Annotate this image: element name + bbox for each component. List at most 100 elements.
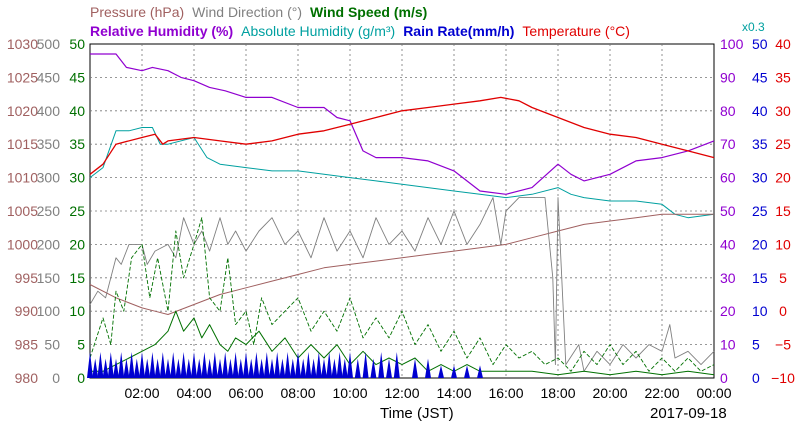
y-tick-label-pressure: 985: [15, 337, 39, 353]
rain-rate-spikes: [87, 351, 483, 378]
rain-rate-spike: [196, 358, 203, 378]
rain-rate-spike: [464, 365, 470, 378]
y-tick-label-temperature: 20: [775, 170, 791, 186]
y-tick-label-rain-rate: 30: [752, 170, 768, 186]
rain-rate-spike: [180, 351, 187, 378]
y-tick-label-humidity: 10: [720, 337, 736, 353]
chart-date: 2017-09-18: [650, 405, 727, 422]
y-tick-label-temperature: 10: [775, 236, 791, 252]
y-tick-label-rain-rate: 50: [752, 36, 768, 52]
y-tick-label-temperature: −10: [771, 370, 795, 386]
x-tick-label: 10:00: [332, 385, 367, 401]
y-tick-label-wind-speed: 50: [69, 36, 85, 52]
y-tick-label-humidity: 90: [720, 69, 736, 85]
y-tick-label-humidity: 20: [720, 303, 736, 319]
rain-rate-spike: [378, 351, 385, 378]
rain-rate-spike: [274, 351, 281, 378]
rain-rate-spike: [237, 358, 244, 378]
rain-rate-spike: [310, 358, 317, 378]
rain-rate-spike: [165, 358, 171, 378]
series-line-relative-humidity: [90, 53, 715, 195]
rain-rate-spike: [393, 351, 400, 378]
series-layer: [87, 53, 715, 378]
rain-rate-spike: [321, 358, 327, 378]
rain-scale-note: x0.3: [742, 20, 765, 34]
y-tick-label-wind-speed: 35: [69, 136, 85, 152]
x-tick-label: 00:00: [696, 385, 731, 401]
legend-label-relative-humidity: Relative Humidity (%): [90, 23, 233, 39]
rain-rate-spike: [222, 351, 229, 378]
y-tick-label-temperature: 0: [779, 303, 787, 319]
rain-rate-spike: [185, 358, 192, 378]
y-tick-label-temperature: 25: [775, 136, 791, 152]
y-tick-label-temperature: −5: [775, 337, 791, 353]
series-line-temperature-c: [89, 96, 715, 175]
rain-rate-spike: [331, 358, 338, 378]
rain-rate-spike: [243, 351, 249, 378]
rain-rate-spike: [248, 358, 255, 378]
y-tick-label-pressure: 1015: [7, 136, 38, 152]
y-tick-label-temperature: 15: [775, 203, 791, 219]
y-tick-label-temperature: 40: [775, 36, 791, 52]
legend-label-temperature: Temperature (°C): [522, 23, 630, 39]
rain-rate-spike: [133, 358, 140, 378]
x-tick-label: 04:00: [176, 385, 211, 401]
rain-rate-spike: [123, 358, 130, 378]
rain-rate-spike: [269, 358, 275, 378]
series-line-wind-speed-max-m-s: [89, 217, 715, 372]
rain-rate-spike: [159, 351, 166, 378]
rain-rate-spike: [451, 365, 457, 378]
rain-rate-spike: [362, 351, 369, 378]
rain-rate-spike: [113, 358, 119, 378]
rain-rate-spike: [92, 358, 99, 378]
y-tick-label-rain-rate: 35: [752, 136, 768, 152]
rain-rate-spike: [263, 351, 270, 378]
axis-layer: 9809859909951000100510101015102010251030…: [7, 36, 795, 401]
y-tick-label-wind-direction: 500: [37, 36, 61, 52]
rain-rate-spike: [149, 351, 156, 378]
y-tick-label-rain-rate: 45: [752, 69, 768, 85]
rain-rate-spike: [305, 351, 312, 378]
rain-rate-spike: [206, 358, 213, 378]
rain-rate-spike: [295, 351, 301, 378]
rain-rate-spike: [386, 358, 392, 378]
x-tick-label: 20:00: [592, 385, 627, 401]
x-axis-label: Time (JST): [380, 405, 454, 422]
y-tick-label-humidity: 30: [720, 270, 736, 286]
rain-rate-spike: [354, 358, 361, 378]
legend-label-absolute-humidity: Absolute Humidity (g/m³): [241, 23, 395, 39]
y-tick-label-wind-speed: 40: [69, 103, 85, 119]
x-tick-label: 08:00: [280, 385, 315, 401]
title-layer: Pressure (hPa) Wind Direction (°) Wind Spe…: [90, 4, 630, 39]
y-tick-label-humidity: 80: [720, 103, 736, 119]
x-tick-label: 06:00: [228, 385, 263, 401]
rain-rate-spike: [326, 351, 333, 378]
legend-label-wind-speed: Wind Speed (m/s): [310, 4, 427, 20]
rain-rate-spike: [336, 351, 343, 378]
rain-rate-spike: [425, 358, 431, 378]
y-tick-label-pressure: 1020: [7, 103, 38, 119]
y-tick-label-pressure: 995: [15, 270, 39, 286]
rain-rate-spike: [279, 358, 286, 378]
y-tick-label-wind-direction: 50: [44, 337, 60, 353]
y-tick-label-wind-speed: 30: [69, 170, 85, 186]
rain-rate-spike: [191, 351, 197, 378]
y-tick-label-wind-direction: 300: [37, 170, 61, 186]
rain-rate-spike: [253, 351, 260, 378]
rain-rate-spike: [102, 358, 109, 378]
rain-rate-spike: [341, 358, 348, 378]
y-tick-label-pressure: 1005: [7, 203, 38, 219]
rain-rate-spike: [438, 365, 444, 378]
y-tick-label-temperature: 35: [775, 69, 791, 85]
y-tick-label-wind-speed: 5: [77, 337, 85, 353]
y-tick-label-humidity: 100: [720, 36, 744, 52]
rain-rate-spike: [211, 351, 218, 378]
rain-rate-spike: [477, 365, 483, 378]
rain-rate-spike: [227, 358, 234, 378]
y-tick-label-wind-direction: 350: [37, 136, 61, 152]
rain-rate-spike: [347, 351, 353, 378]
rain-rate-spike: [217, 358, 223, 378]
rain-rate-spike: [87, 351, 93, 378]
rain-rate-spike: [97, 351, 104, 378]
